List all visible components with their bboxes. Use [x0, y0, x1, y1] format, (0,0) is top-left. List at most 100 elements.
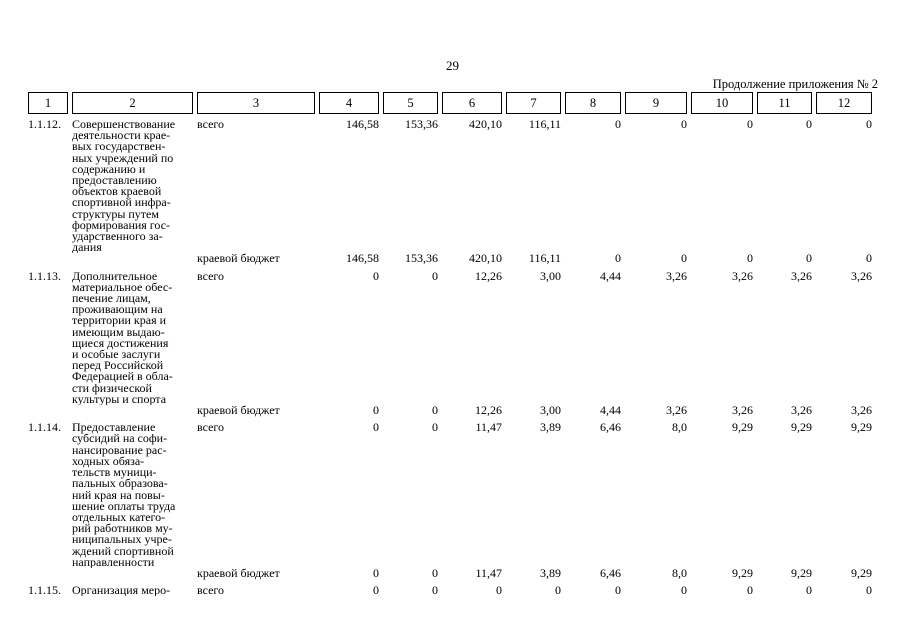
- value-cell: 3,89: [540, 567, 561, 580]
- value-cell: 8,0: [672, 422, 687, 435]
- column-header-6: 6: [442, 92, 502, 114]
- value-cell: 8,0: [672, 567, 687, 580]
- value-cell: 0: [432, 405, 438, 418]
- value-cell: 153,36: [405, 253, 438, 266]
- value-cell: 153,36: [405, 117, 438, 131]
- column-header-10: 10: [691, 92, 753, 114]
- item-description: Предоставление субсидий на софи- нансиро…: [72, 422, 176, 568]
- value-cell: 0: [432, 422, 438, 435]
- page-number: 29: [446, 58, 459, 73]
- value-cell: 0: [373, 405, 379, 418]
- value-cell: 0: [555, 585, 561, 597]
- value-cell: 0: [496, 585, 502, 597]
- column-header-12: 12: [816, 92, 872, 114]
- table-header-row: 1 2 3 4 5 6 7 8 9 10 11 12: [28, 92, 872, 114]
- column-header-4: 4: [319, 92, 379, 114]
- value-cell: 0: [615, 253, 621, 266]
- empty-cell: [28, 568, 68, 585]
- item-code: 1.1.15.: [28, 585, 61, 597]
- value-cell: 0: [747, 117, 753, 131]
- value-cell: 6,46: [600, 567, 621, 580]
- funding-source-label: краевой бюджет: [197, 405, 280, 418]
- funding-source-label: краевой бюджет: [197, 567, 280, 580]
- value-cell: 11,47: [475, 567, 502, 580]
- value-cell: 0: [747, 253, 753, 266]
- value-cell: 11,47: [475, 422, 502, 435]
- value-cell: 9,29: [791, 422, 812, 435]
- empty-cell: [72, 253, 193, 270]
- value-cell: 3,26: [732, 270, 753, 283]
- item-description: Дополнительное материальное обес- печени…: [72, 270, 173, 406]
- budget-table: 1 2 3 4 5 6 7 8 9 10 11 12 1.1.12. Совер…: [24, 92, 876, 596]
- value-cell: 3,26: [851, 405, 872, 418]
- empty-cell: [72, 568, 193, 585]
- empty-cell: [28, 405, 68, 422]
- value-cell: 9,29: [851, 422, 872, 435]
- value-cell: 6,46: [600, 422, 621, 435]
- appendix-continuation-label: Продолжение приложения № 2: [712, 77, 878, 91]
- value-cell: 0: [866, 117, 872, 131]
- value-cell: 9,29: [791, 567, 812, 580]
- funding-source-label: всего: [197, 585, 225, 597]
- value-cell: 146,58: [346, 117, 379, 131]
- value-cell: 116,11: [528, 117, 561, 131]
- column-header-7: 7: [506, 92, 561, 114]
- value-cell: 420,10: [469, 253, 502, 266]
- value-cell: 0: [866, 585, 872, 597]
- funding-source-label: всего: [197, 270, 225, 283]
- column-header-11: 11: [757, 92, 812, 114]
- value-cell: 0: [806, 585, 812, 597]
- value-cell: 9,29: [732, 422, 753, 435]
- value-cell: 3,26: [851, 270, 872, 283]
- value-cell: 3,00: [540, 405, 561, 418]
- empty-cell: [72, 405, 193, 422]
- value-cell: 12,26: [475, 270, 502, 283]
- value-cell: 0: [373, 422, 379, 435]
- value-cell: 4,44: [600, 405, 621, 418]
- value-cell: 3,26: [666, 270, 687, 283]
- value-cell: 0: [866, 253, 872, 266]
- value-cell: 116,11: [528, 253, 561, 266]
- item-description: Организация меро-: [72, 585, 171, 597]
- value-cell: 3,26: [732, 405, 753, 418]
- table-row-item-total: 1.1.13. Дополнительное материальное обес…: [28, 271, 872, 405]
- value-cell: 0: [806, 117, 812, 131]
- table-row-item-total: 1.1.14. Предоставление субсидий на софи-…: [28, 422, 872, 568]
- value-cell: 0: [681, 117, 687, 131]
- value-cell: 0: [373, 270, 379, 283]
- value-cell: 3,00: [540, 270, 561, 283]
- column-header-8: 8: [565, 92, 621, 114]
- funding-source-label: всего: [197, 422, 225, 435]
- value-cell: 0: [432, 567, 438, 580]
- column-header-9: 9: [625, 92, 687, 114]
- funding-source-label: краевой бюджет: [197, 253, 280, 266]
- item-code: 1.1.13.: [28, 270, 61, 283]
- table-row-item-budget: краевой бюджет 0 0 12,26 3,00 4,44 3,26 …: [28, 405, 872, 422]
- value-cell: 3,26: [791, 270, 812, 283]
- value-cell: 146,58: [346, 253, 379, 266]
- column-header-1: 1: [28, 92, 68, 114]
- table-row-item-total: 1.1.12. Совершенствование деятельности к…: [28, 114, 872, 253]
- value-cell: 420,10: [469, 117, 502, 131]
- value-cell: 4,44: [600, 270, 621, 283]
- value-cell: 9,29: [732, 567, 753, 580]
- empty-cell: [28, 253, 68, 270]
- column-header-5: 5: [383, 92, 438, 114]
- value-cell: 3,26: [666, 405, 687, 418]
- column-header-3: 3: [197, 92, 315, 114]
- column-header-2: 2: [72, 92, 193, 114]
- value-cell: 0: [615, 585, 621, 597]
- value-cell: 9,29: [851, 567, 872, 580]
- funding-source-label: всего: [197, 117, 225, 131]
- value-cell: 0: [373, 585, 379, 597]
- item-code: 1.1.14.: [28, 422, 61, 435]
- value-cell: 0: [432, 585, 438, 597]
- value-cell: 3,26: [791, 405, 812, 418]
- value-cell: 0: [615, 117, 621, 131]
- value-cell: 0: [681, 253, 687, 266]
- table-row-item-budget: краевой бюджет 146,58 153,36 420,10 116,…: [28, 253, 872, 270]
- item-description: Совершенствование деятельности крае- вых…: [72, 117, 176, 254]
- value-cell: 0: [681, 585, 687, 597]
- value-cell: 12,26: [475, 405, 502, 418]
- item-code: 1.1.12.: [28, 117, 61, 131]
